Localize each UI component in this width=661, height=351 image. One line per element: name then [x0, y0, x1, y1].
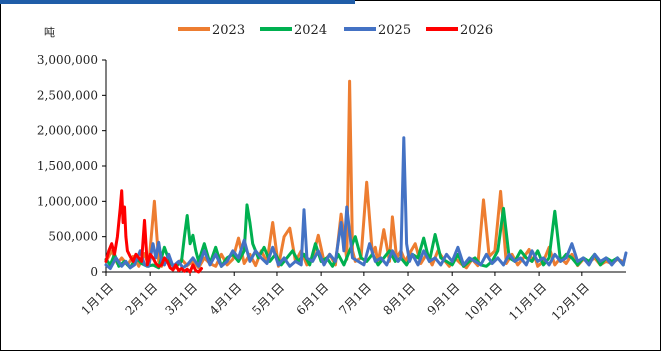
y-tick-label: 0 [90, 265, 98, 279]
x-tick-label: 2月1日 [123, 280, 161, 318]
legend-label: 2023 [212, 23, 245, 38]
x-tick-label: 6月1日 [294, 280, 332, 318]
series-line-2026 [104, 189, 203, 274]
y-tick-label: 1,500,000 [37, 159, 98, 173]
series-lines [104, 79, 628, 274]
series-line-2025 [104, 136, 628, 270]
x-tick-label: 1月1日 [78, 280, 116, 318]
y-tick-label: 2,000,000 [37, 124, 98, 138]
x-tick-label: 4月1日 [207, 280, 245, 318]
y-tick-label: 2,500,000 [37, 88, 98, 102]
legend: 2023 2024 2025 2026 [178, 23, 493, 38]
legend-label: 2026 [460, 23, 493, 38]
x-tick-label: 5月1日 [249, 280, 287, 318]
top-accent-bar [0, 0, 355, 4]
x-axis: 1月1日 2月1日 3月1日 4月1日 5月1日 6月1日 7月1日 8月1日 9月1日 10月1… [78, 271, 626, 323]
legend-label: 2025 [378, 23, 411, 38]
x-tick-label: 10月1日 [462, 280, 505, 323]
y-tick-label: 1,000,000 [37, 194, 98, 208]
y-tick-label: 500,000 [48, 230, 98, 244]
x-tick-label: 11月1日 [506, 280, 549, 323]
x-tick-label: 9月1日 [425, 280, 463, 318]
legend-label: 2024 [294, 23, 327, 38]
y-tick-label: 3,000,000 [37, 53, 98, 67]
x-tick-label: 7月1日 [336, 280, 374, 318]
x-tick-label: 8月1日 [380, 280, 418, 318]
x-tick-label: 3月1日 [163, 280, 201, 318]
series-line-2024 [104, 203, 625, 270]
y-axis: 0 500,000 1,000,000 1,500,000 2,000,000 2,500… [37, 53, 107, 279]
y-axis-unit-label: 吨 [44, 26, 55, 39]
x-tick-label: 12月1日 [549, 280, 592, 323]
